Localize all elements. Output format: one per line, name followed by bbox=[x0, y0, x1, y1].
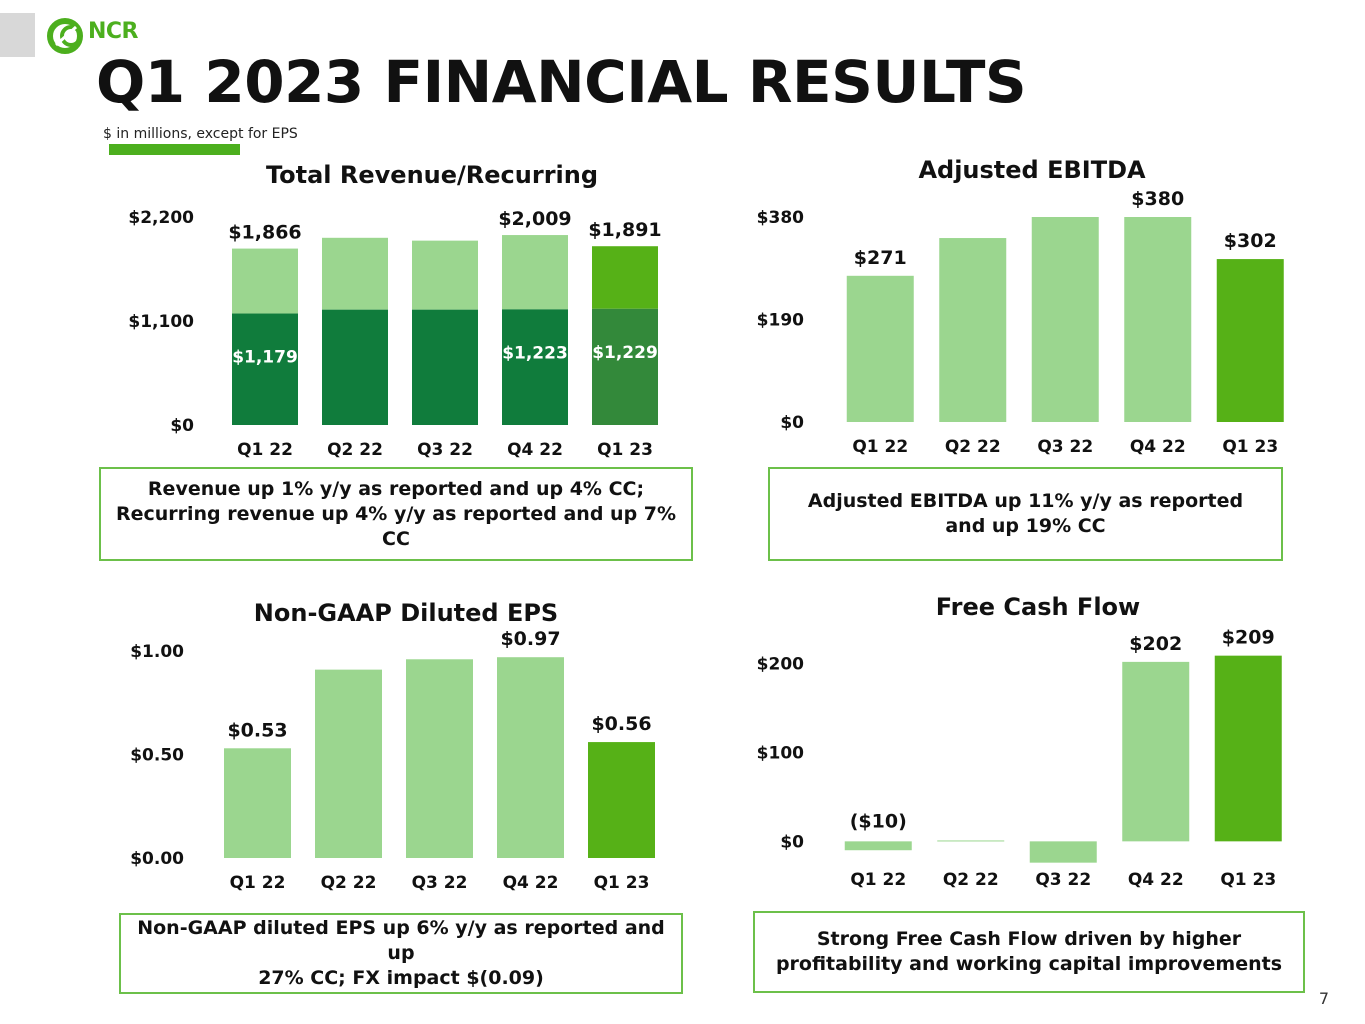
revenue-data-label-recurring: $1,179 bbox=[232, 348, 298, 368]
eps-callout-line2: 27% CC; FX impact $(0.09) bbox=[258, 967, 544, 989]
eps-y-tick-label: $0.00 bbox=[130, 849, 184, 869]
eps-chart: Non-GAAP Diluted EPS $0.00 $0.50 $1.00 Q1 22… bbox=[130, 599, 655, 893]
eps-chart-title: Non-GAAP Diluted EPS bbox=[254, 599, 558, 627]
fcf-data-label: $202 bbox=[1129, 633, 1182, 655]
logo-text: NCR bbox=[88, 19, 139, 44]
revenue-bar-recurring bbox=[502, 309, 568, 425]
eps-bar bbox=[588, 742, 655, 858]
eps-bar bbox=[315, 669, 382, 858]
ebitda-x-tick-label: Q4 22 bbox=[1130, 437, 1186, 457]
corner-accent bbox=[0, 13, 35, 57]
revenue-data-label-total: $1,891 bbox=[588, 219, 661, 241]
revenue-bar-recurring bbox=[322, 309, 388, 425]
revenue-callout-line2: Recurring revenue up 4% y/y as reported … bbox=[115, 502, 677, 550]
eps-x-tick-label: Q2 22 bbox=[321, 873, 377, 893]
ebitda-data-label: $380 bbox=[1131, 188, 1184, 210]
revenue-bar-total bbox=[412, 240, 478, 310]
revenue-x-tick-label: Q3 22 bbox=[417, 440, 473, 460]
units-note: $ in millions, except for EPS bbox=[103, 126, 298, 142]
ebitda-x-tick-label: Q2 22 bbox=[945, 437, 1001, 457]
ebitda-bar bbox=[846, 275, 914, 422]
eps-data-label: $0.53 bbox=[227, 719, 287, 741]
ebitda-callout-line2: and up 19% CC bbox=[945, 515, 1106, 537]
eps-bar bbox=[406, 659, 473, 858]
ebitda-y-tick-label: $190 bbox=[757, 311, 804, 331]
page-number: 7 bbox=[1318, 989, 1329, 1008]
eps-y-tick-label: $1.00 bbox=[130, 642, 184, 662]
ebitda-y-tick-label: $380 bbox=[757, 208, 804, 228]
revenue-bar-total bbox=[502, 235, 568, 310]
revenue-y-tick-label: $0 bbox=[170, 416, 194, 436]
revenue-chart: Total Revenue/Recurring $0 $1,100 $2,200 Q1 … bbox=[128, 161, 661, 460]
fcf-x-tick-label: Q1 23 bbox=[1220, 870, 1276, 890]
eps-data-label: $0.56 bbox=[591, 713, 651, 735]
fcf-bar bbox=[844, 841, 912, 851]
fcf-y-tick-label: $100 bbox=[757, 744, 804, 764]
fcf-bar bbox=[1122, 661, 1190, 842]
revenue-bar-recurring bbox=[412, 309, 478, 425]
title-accent-bar bbox=[109, 144, 240, 155]
ebitda-bar bbox=[1216, 259, 1284, 422]
revenue-bar-total bbox=[322, 237, 388, 310]
fcf-callout-line2: profitability and working capital improv… bbox=[775, 953, 1283, 975]
revenue-data-label-total: $2,009 bbox=[498, 208, 571, 230]
fcf-callout-line1: Strong Free Cash Flow driven by higher bbox=[816, 928, 1242, 950]
ebitda-y-tick-label: $0 bbox=[780, 413, 804, 433]
revenue-data-label-total: $1,866 bbox=[228, 222, 301, 244]
revenue-callout: Revenue up 1% y/y as reported and up 4% … bbox=[99, 467, 693, 561]
revenue-x-tick-label: Q4 22 bbox=[507, 440, 563, 460]
eps-callout: Non-GAAP diluted EPS up 6% y/y as report… bbox=[119, 913, 683, 994]
ebitda-data-label: $302 bbox=[1224, 230, 1277, 252]
ebitda-bar bbox=[1124, 217, 1192, 422]
revenue-callout-line1: Revenue up 1% y/y as reported and up 4% … bbox=[147, 477, 645, 500]
revenue-y-tick-label: $2,200 bbox=[128, 208, 194, 228]
eps-x-tick-label: Q4 22 bbox=[503, 873, 559, 893]
revenue-x-tick-label: Q1 23 bbox=[597, 440, 653, 460]
fcf-chart-title: Free Cash Flow bbox=[936, 593, 1140, 621]
eps-x-tick-label: Q3 22 bbox=[412, 873, 468, 893]
eps-data-label: $0.97 bbox=[500, 628, 560, 650]
ebitda-x-tick-label: Q3 22 bbox=[1037, 437, 1093, 457]
eps-bar bbox=[224, 748, 291, 858]
fcf-x-tick-label: Q1 22 bbox=[850, 870, 906, 890]
fcf-data-label: $209 bbox=[1222, 627, 1275, 649]
fcf-x-tick-label: Q4 22 bbox=[1128, 870, 1184, 890]
ebitda-x-tick-label: Q1 22 bbox=[852, 437, 908, 457]
revenue-bar-recurring bbox=[592, 308, 658, 425]
eps-callout-line1: Non-GAAP diluted EPS up 6% y/y as report… bbox=[137, 917, 665, 964]
ebitda-chart: Adjusted EBITDA $0 $190 $380 Q1 22 Q2 22 Q3 22… bbox=[757, 156, 1284, 457]
eps-x-tick-label: Q1 22 bbox=[230, 873, 286, 893]
ebitda-chart-title: Adjusted EBITDA bbox=[918, 156, 1146, 184]
fcf-callout: Strong Free Cash Flow driven by higher p… bbox=[753, 911, 1305, 993]
fcf-chart: Free Cash Flow $0 $100 $200 Q1 22 Q2 22 Q3 22 Q… bbox=[757, 593, 1282, 890]
fcf-data-label: ($10) bbox=[850, 810, 907, 832]
revenue-y-tick-label: $1,100 bbox=[128, 312, 194, 332]
ebitda-x-tick-label: Q1 23 bbox=[1222, 437, 1278, 457]
ebitda-callout-line1: Adjusted EBITDA up 11% y/y as reported bbox=[807, 490, 1244, 512]
ebitda-callout: Adjusted EBITDA up 11% y/y as reported a… bbox=[768, 467, 1283, 561]
fcf-x-tick-label: Q2 22 bbox=[943, 870, 999, 890]
ebitda-bar bbox=[939, 238, 1007, 422]
revenue-bar-total bbox=[232, 248, 298, 314]
eps-bar bbox=[497, 657, 564, 858]
revenue-bar-recurring bbox=[232, 313, 298, 425]
ebitda-bar bbox=[1031, 217, 1099, 422]
fcf-y-tick-label: $200 bbox=[757, 655, 804, 675]
fcf-y-tick-label: $0 bbox=[780, 832, 804, 852]
eps-x-tick-label: Q1 23 bbox=[594, 873, 650, 893]
revenue-x-tick-label: Q1 22 bbox=[237, 440, 293, 460]
revenue-data-label-recurring: $1,223 bbox=[502, 343, 568, 363]
ebitda-data-label: $271 bbox=[854, 247, 907, 269]
fcf-x-tick-label: Q3 22 bbox=[1035, 870, 1091, 890]
fcf-bar bbox=[937, 840, 1005, 842]
revenue-bar-total bbox=[592, 246, 658, 309]
eps-y-tick-label: $0.50 bbox=[130, 746, 184, 766]
revenue-x-tick-label: Q2 22 bbox=[327, 440, 383, 460]
fcf-bar bbox=[1214, 655, 1282, 842]
fcf-bar bbox=[1029, 841, 1097, 863]
page-title: Q1 2023 FINANCIAL RESULTS bbox=[96, 48, 1027, 116]
revenue-chart-title: Total Revenue/Recurring bbox=[266, 161, 598, 189]
revenue-data-label-recurring: $1,229 bbox=[592, 343, 658, 363]
ncr-logo-icon bbox=[47, 18, 83, 54]
